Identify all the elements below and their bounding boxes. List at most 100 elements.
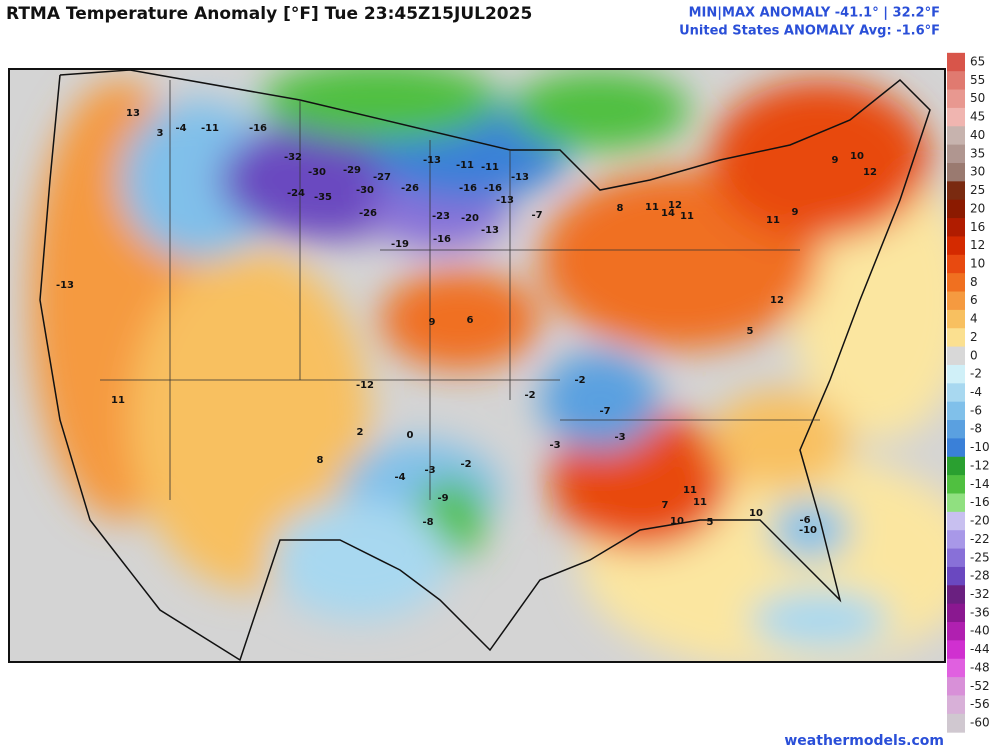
- anomaly-label: 9: [429, 317, 436, 328]
- anomaly-label: -2: [524, 390, 535, 401]
- anomaly-label: -3: [424, 465, 435, 476]
- colorbar-cell: [947, 530, 965, 550]
- colorbar-cell: [947, 309, 965, 329]
- anomaly-label: -24: [287, 188, 305, 199]
- min-max: MIN|MAX ANOMALY -41.1° | 32.2°F: [689, 6, 940, 21]
- colorbar-cell: [947, 52, 965, 72]
- anomaly-label: 2: [357, 427, 364, 438]
- anomaly-label: -11: [201, 123, 219, 134]
- colorbar-cell: [947, 254, 965, 274]
- colorbar-label: -52: [970, 679, 990, 693]
- colorbar-label: -28: [970, 569, 990, 583]
- anomaly-label: -26: [401, 183, 419, 194]
- colorbar-cell: [947, 89, 965, 109]
- anomaly-label: 9: [832, 155, 839, 166]
- anomaly-label: -3: [614, 432, 625, 443]
- anomaly-label: -7: [599, 406, 610, 417]
- anomaly-label: -26: [359, 208, 377, 219]
- colorbar-label: -44: [970, 642, 990, 656]
- colorbar-cell: [947, 144, 965, 164]
- colorbar-label: 30: [970, 165, 985, 179]
- credit: weathermodels.com: [784, 733, 944, 749]
- colorbar-label: -2: [970, 367, 982, 381]
- colorbar-cell: [947, 364, 965, 384]
- anomaly-label: 9: [792, 207, 799, 218]
- colorbar-cell: [947, 126, 965, 146]
- anomaly-label: -16: [459, 183, 477, 194]
- colorbar-label: -16: [970, 495, 990, 509]
- title: RTMA Temperature Anomaly [°F] Tue 23:45Z…: [6, 4, 532, 24]
- colorbar-label: -12: [970, 458, 990, 472]
- colorbar-label: -60: [970, 716, 990, 730]
- anomaly-label: 11: [645, 202, 659, 213]
- anomaly-label: 14: [661, 208, 675, 219]
- colorbar-cell: [947, 658, 965, 678]
- anomaly-label: -4: [175, 123, 186, 134]
- colorbar-label: 55: [970, 73, 985, 87]
- anomaly-label: -23: [432, 211, 450, 222]
- anomaly-label: 12: [668, 200, 682, 211]
- colorbar-cell: [947, 677, 965, 696]
- anomaly-label: 10: [749, 508, 763, 519]
- colorbar-label: 50: [970, 91, 985, 105]
- colorbar-cell: [947, 622, 965, 641]
- colorbar-cell: [947, 456, 965, 476]
- anomaly-label: -30: [356, 185, 374, 196]
- anomaly-label: -16: [249, 123, 267, 134]
- colorbar-cell: [947, 199, 965, 219]
- colorbar-cell: [947, 713, 965, 733]
- anomaly-label: -16: [433, 234, 451, 245]
- colorbar-label: 2: [970, 330, 978, 344]
- anomaly-label: -3: [549, 440, 560, 451]
- colorbar-label: -48: [970, 660, 990, 674]
- anomaly-label: -6: [799, 515, 810, 526]
- colorbar-label: -8: [970, 422, 982, 436]
- anomaly-label: -13: [423, 155, 441, 166]
- anomaly-label: 5: [747, 326, 754, 337]
- anomaly-label: 11: [693, 497, 707, 508]
- anomaly-label: 11: [683, 485, 697, 496]
- anomaly-label: -32: [284, 152, 302, 163]
- anomaly-label: -10: [799, 525, 817, 536]
- anomaly-label: 3: [157, 128, 164, 139]
- colorbar-label: -22: [970, 532, 990, 546]
- colorbar-cell: [947, 493, 965, 513]
- colorbar-label: 12: [970, 238, 985, 252]
- anomaly-label: 8: [617, 203, 624, 214]
- colorbar-label: -4: [970, 385, 982, 399]
- anomaly-label: 11: [766, 215, 780, 226]
- colorbar-cell: [947, 107, 965, 127]
- colorbar-cell: [947, 291, 965, 311]
- colorbar-cell: [947, 511, 965, 531]
- anomaly-label: -13: [481, 225, 499, 236]
- anomaly-label: 0: [407, 430, 414, 441]
- colorbar-cell: [947, 162, 965, 182]
- anomaly-label: -13: [511, 172, 529, 183]
- colorbar-label: 40: [970, 128, 985, 142]
- anomaly-label: -2: [574, 375, 585, 386]
- anomaly-label: -9: [437, 493, 448, 504]
- colorbar-label: -10: [970, 440, 990, 454]
- anomaly-label: 8: [317, 455, 324, 466]
- anomaly-label: -20: [461, 213, 479, 224]
- anomaly-label: -29: [343, 165, 361, 176]
- colorbar-cell: [947, 218, 965, 237]
- anomaly-label: 11: [680, 211, 694, 222]
- anomaly-label: -12: [356, 380, 374, 391]
- anomaly-label: 11: [111, 395, 125, 406]
- anomaly-label: 10: [670, 516, 684, 527]
- colorbar-label: 45: [970, 110, 985, 124]
- anomaly-label: 5: [707, 517, 714, 528]
- colorbar-cell: [947, 328, 965, 348]
- colorbar-cell: [947, 475, 965, 494]
- anomaly-label: 12: [770, 295, 784, 306]
- anomaly-label: -13: [496, 195, 514, 206]
- colorbar-label: -40: [970, 624, 990, 638]
- colorbar-label: -6: [970, 403, 982, 417]
- colorbar-label: 16: [970, 220, 985, 234]
- anomaly-label: -11: [456, 160, 474, 171]
- average: United States ANOMALY Avg: -1.6°F: [679, 24, 940, 39]
- colorbar-label: -32: [970, 587, 990, 601]
- anomaly-label: -35: [314, 192, 332, 203]
